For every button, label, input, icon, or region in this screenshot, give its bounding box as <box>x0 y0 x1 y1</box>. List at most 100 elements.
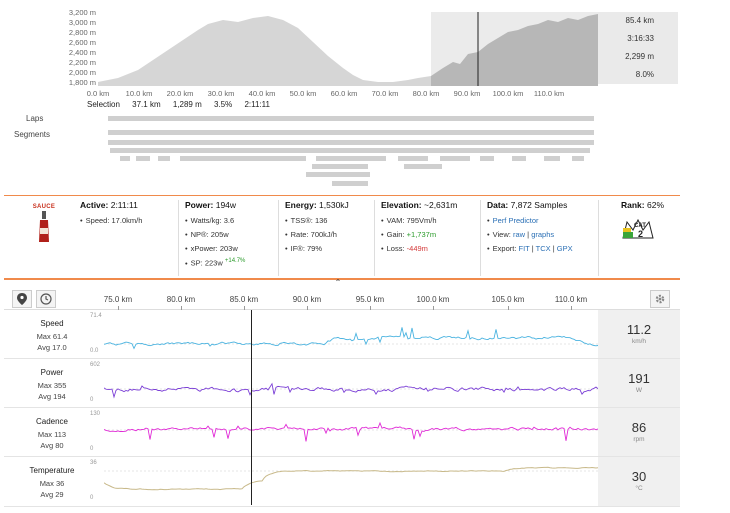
segment-bar[interactable] <box>572 156 584 161</box>
stream-avg: Avg 194 <box>38 392 66 401</box>
speed-label: Speed: <box>85 216 110 225</box>
wkg-value: 3.6 <box>223 216 235 225</box>
stream-name: Speed <box>40 319 64 328</box>
segment-bar[interactable] <box>108 130 594 135</box>
tick-mark <box>433 306 434 310</box>
tick-mark <box>118 306 119 310</box>
segment-bar[interactable] <box>312 164 368 169</box>
tss-label: TSS®: <box>290 216 313 225</box>
sauce-logo-text: SAUCE <box>32 204 56 210</box>
selection-summary: Selection 37.1 km 1,289 m 3.5% 2:11:11 <box>87 100 280 109</box>
expand-collapse-toggle[interactable]: ⌃ <box>334 278 342 287</box>
separator: | <box>552 244 555 253</box>
if-label: IF®: <box>290 244 305 253</box>
stream-avg: Avg 17.0 <box>37 343 67 352</box>
readout-distance: 85.4 km <box>625 16 654 25</box>
timeline-x-tick: 100.0 km <box>416 295 450 304</box>
segment-bar[interactable] <box>480 156 494 161</box>
x-tick: 90.0 km <box>453 89 481 98</box>
segment-bar[interactable] <box>120 156 130 161</box>
segment-bar[interactable] <box>136 156 150 161</box>
segment-bar[interactable] <box>158 156 170 161</box>
time-axis-button[interactable] <box>36 290 56 308</box>
loss-value: -449m <box>406 244 428 253</box>
gear-icon <box>655 294 665 304</box>
stream-name: Temperature <box>29 466 75 475</box>
y-tick: 2,000 m <box>68 68 96 77</box>
timeline-x-tick: 90.0 km <box>292 295 322 304</box>
tick-mark <box>307 306 308 310</box>
data-title: Data: <box>487 200 509 210</box>
rank-title: Rank: <box>621 200 645 210</box>
view-raw-link[interactable]: raw <box>512 230 526 239</box>
badge-cat-text: CAT <box>634 223 646 229</box>
vam-label: VAM: <box>386 216 405 225</box>
stream-name: Cadence <box>35 417 69 426</box>
stream-max: Max 355 <box>37 381 67 390</box>
timeline-x-tick: 105.0 km <box>491 295 525 304</box>
settings-button[interactable] <box>650 290 670 308</box>
tick-mark <box>571 306 572 310</box>
elevation-area <box>98 16 431 86</box>
selection-grade: 3.5% <box>214 100 233 109</box>
segment-bar[interactable] <box>110 148 590 153</box>
export-tcx-link[interactable]: TCX <box>535 244 551 253</box>
current-value: 11.2 <box>626 322 652 337</box>
segments-label: Segments <box>14 130 51 139</box>
segment-bar[interactable] <box>316 156 386 161</box>
segment-bar[interactable] <box>332 181 368 186</box>
elevation-profile-chart[interactable] <box>98 12 598 86</box>
sauce-logo: SAUCE <box>26 204 62 246</box>
segment-bar[interactable] <box>180 156 306 161</box>
map-pin-icon <box>17 293 27 305</box>
lap-bar[interactable] <box>108 116 594 121</box>
selection-distance: 37.1 km <box>132 100 161 109</box>
segment-bar[interactable] <box>440 156 470 161</box>
current-unit: km/h <box>631 338 647 345</box>
speed-value: 17.0km/h <box>111 216 143 225</box>
timeline-cursor[interactable] <box>251 310 252 505</box>
x-tick: 110.0 km <box>533 89 565 98</box>
stream-max: Max 61.4 <box>36 332 68 341</box>
power-stream: Power Max 355 Avg 194 602 0 191 W <box>4 359 680 408</box>
power-title: Power: <box>185 200 214 210</box>
y-tick: 2,400 m <box>68 48 96 57</box>
current-value: 30 <box>631 469 647 484</box>
laps-label: Laps <box>26 114 44 123</box>
segment-bar[interactable] <box>512 156 526 161</box>
segment-bar[interactable] <box>306 172 370 177</box>
perf-predictor-link[interactable]: Perf Predictor <box>492 216 539 225</box>
segment-bar[interactable] <box>398 156 428 161</box>
segment-bar[interactable] <box>544 156 560 161</box>
timeline-x-tick: 95.0 km <box>355 295 385 304</box>
power-line-chart[interactable] <box>104 363 598 405</box>
elevation-overview: 3,200 m 3,000 m 2,800 m 2,600 m 2,400 m … <box>0 0 730 200</box>
streams-toolbar: 75.0 km 80.0 km 85.0 km 90.0 km 95.0 km … <box>4 288 680 310</box>
cadence-stream: Cadence Max 113 Avg 80 130 0 86 rpm <box>4 408 680 457</box>
speed-current: 11.2 km/h <box>598 310 680 358</box>
cat-rank-badge-icon[interactable]: CAT 2 <box>621 216 655 240</box>
temperature-line-chart[interactable] <box>104 461 598 503</box>
segment-bar[interactable] <box>404 164 442 169</box>
sp-delta: +14.7% <box>224 258 246 264</box>
xpower-label: xPower: <box>190 244 218 253</box>
axis-bottom: 0 <box>90 495 94 501</box>
x-tick: 0.0 km <box>86 89 110 98</box>
ride-stats-panel: SAUCE Active: 2:11:11 • Speed: 17.0km/h P… <box>4 195 680 280</box>
current-value: 86 <box>631 420 647 435</box>
export-gpx-link[interactable]: GPX <box>556 244 573 253</box>
energy-value: 1,530kJ <box>319 200 349 210</box>
y-tick: 3,200 m <box>68 8 96 17</box>
view-graphs-link[interactable]: graphs <box>531 230 555 239</box>
map-pin-button[interactable] <box>12 290 32 308</box>
power-group: Power: 194w • Watts/kg: 3.6 • NP®: 205w • x… <box>178 200 278 276</box>
x-tick: 80.0 km <box>412 89 440 98</box>
wkg-label: Watts/kg: <box>190 216 222 225</box>
segment-bar[interactable] <box>108 140 594 145</box>
speed-line-chart[interactable] <box>104 314 598 356</box>
selection-gain: 1,289 m <box>172 100 202 109</box>
export-fit-link[interactable]: FIT <box>518 244 530 253</box>
power-current: 191 W <box>598 359 680 407</box>
selection-readout: 85.4 km 3:16:33 2,299 m 8.0% <box>598 12 678 84</box>
cadence-line-chart[interactable] <box>104 412 598 454</box>
